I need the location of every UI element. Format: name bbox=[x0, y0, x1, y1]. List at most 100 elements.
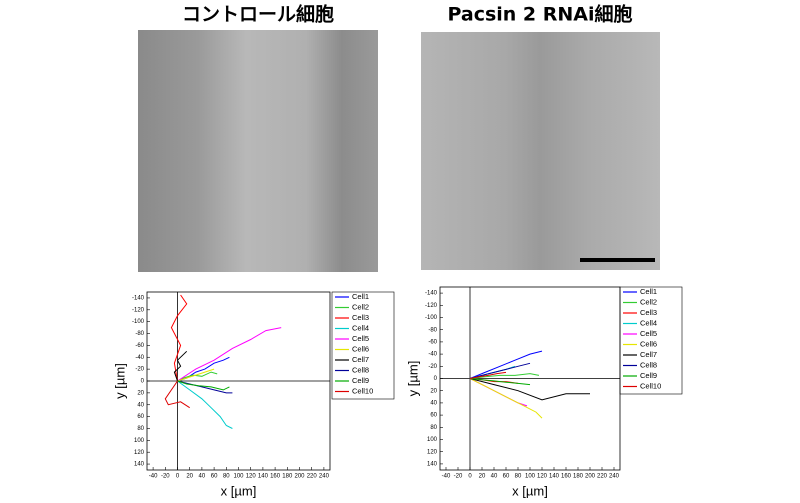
x-tick-label: 120 bbox=[537, 474, 548, 480]
x-tick-label: -20 bbox=[161, 474, 170, 480]
trajectory bbox=[170, 294, 188, 382]
x-tick-label: 0 bbox=[176, 474, 180, 480]
trajectory bbox=[177, 371, 218, 382]
y-tick-label: -20 bbox=[135, 367, 144, 373]
legend-label: Cell10 bbox=[352, 386, 373, 395]
panel-title: Pacsin 2 RNAi細胞 bbox=[447, 3, 632, 26]
trajectory bbox=[173, 350, 188, 382]
y-tick-label: 40 bbox=[137, 402, 144, 408]
y-tick-label: 80 bbox=[137, 426, 144, 432]
x-tick-label: -20 bbox=[454, 474, 463, 480]
x-tick-label: 200 bbox=[585, 474, 596, 480]
plots: コントロール細胞-40 -20 0 20 40 60 80 100 120 140 160 180 20… bbox=[112, 3, 683, 498]
y-axis-label: y [µm] bbox=[112, 363, 127, 399]
trajectory bbox=[469, 378, 531, 386]
y-tick-label: 20 bbox=[430, 388, 437, 394]
legend-label: Cell5 bbox=[352, 334, 369, 343]
legend-label: Cell6 bbox=[352, 344, 369, 353]
x-tick-label: 60 bbox=[211, 474, 218, 480]
x-tick-label: 20 bbox=[186, 474, 193, 480]
trajectory bbox=[177, 380, 233, 429]
legend-frame bbox=[331, 291, 395, 400]
legend-label: Cell3 bbox=[640, 308, 657, 317]
trajectory bbox=[164, 380, 190, 409]
x-tick-label: 240 bbox=[609, 474, 620, 480]
legend-label: Cell7 bbox=[640, 350, 657, 359]
y-tick-label: 60 bbox=[430, 413, 437, 419]
x-axis-label: x [µm] bbox=[221, 483, 257, 498]
x-tick-label: 220 bbox=[307, 474, 318, 480]
x-tick-label: 140 bbox=[549, 474, 560, 480]
trajectory bbox=[469, 378, 543, 419]
x-tick-label: 0 bbox=[468, 474, 472, 480]
legend-frame bbox=[619, 286, 683, 395]
legend-label: Cell6 bbox=[640, 339, 657, 348]
y-tick-label: 80 bbox=[430, 425, 437, 431]
trajectory bbox=[469, 371, 507, 379]
y-tick-label: 60 bbox=[137, 414, 144, 420]
x-tick-label: 140 bbox=[258, 474, 269, 480]
x-tick-label: 20 bbox=[479, 474, 486, 480]
y-tick-label: 100 bbox=[134, 438, 145, 444]
y-tick-label: -40 bbox=[135, 355, 144, 361]
x-tick-label: 120 bbox=[246, 474, 257, 480]
y-tick-label: 0 bbox=[141, 379, 145, 385]
x-tick-label: -40 bbox=[149, 474, 158, 480]
legend-label: Cell2 bbox=[352, 302, 369, 311]
trajectory bbox=[177, 380, 233, 394]
x-tick-label: 220 bbox=[597, 474, 608, 480]
x-tick-label: 40 bbox=[491, 474, 498, 480]
x-tick-label: 100 bbox=[525, 474, 536, 480]
legend-label: Cell10 bbox=[640, 381, 661, 390]
trajectory bbox=[469, 378, 590, 401]
y-tick-label: -100 bbox=[425, 315, 438, 321]
trajectory bbox=[177, 368, 215, 382]
y-tick-label: -20 bbox=[428, 364, 437, 370]
trajectory bbox=[469, 373, 540, 379]
y-tick-label: 140 bbox=[134, 462, 145, 468]
legend-label: Cell3 bbox=[352, 313, 369, 322]
legend-label: Cell8 bbox=[640, 360, 657, 369]
y-tick-label: 120 bbox=[427, 449, 438, 455]
y-tick-label: 120 bbox=[134, 450, 145, 456]
trajectory bbox=[469, 350, 543, 379]
y-tick-label: 0 bbox=[434, 376, 438, 382]
x-tick-label: 200 bbox=[294, 474, 305, 480]
x-tick-label: 180 bbox=[573, 474, 584, 480]
trajectory bbox=[177, 327, 282, 382]
legend-label: Cell9 bbox=[352, 376, 369, 385]
legend-label: Cell7 bbox=[352, 355, 369, 364]
legend-label: Cell2 bbox=[640, 297, 657, 306]
y-tick-label: -80 bbox=[135, 331, 144, 337]
micrograph bbox=[421, 32, 660, 270]
y-tick-label: 20 bbox=[137, 390, 144, 396]
y-tick-label: -100 bbox=[132, 319, 145, 325]
y-tick-label: -140 bbox=[132, 296, 145, 302]
trajectory bbox=[177, 380, 230, 391]
y-tick-label: -40 bbox=[428, 352, 437, 358]
x-tick-label: 160 bbox=[561, 474, 572, 480]
y-tick-label: 100 bbox=[427, 437, 438, 443]
x-axis-label: x [µm] bbox=[512, 483, 548, 498]
y-tick-label: -120 bbox=[132, 307, 145, 313]
legend-label: Cell8 bbox=[352, 365, 369, 374]
micrograph bbox=[138, 30, 378, 272]
x-tick-label: 180 bbox=[282, 474, 293, 480]
x-tick-label: 40 bbox=[199, 474, 206, 480]
legend-label: Cell5 bbox=[640, 329, 657, 338]
y-tick-label: 40 bbox=[430, 400, 437, 406]
y-tick-label: -120 bbox=[425, 303, 438, 309]
x-tick-label: 240 bbox=[319, 474, 330, 480]
legend-label: Cell9 bbox=[640, 371, 657, 380]
y-tick-label: -60 bbox=[428, 339, 437, 345]
legend-label: Cell4 bbox=[640, 318, 657, 327]
panel-title: コントロール細胞 bbox=[182, 3, 334, 26]
legend-label: Cell4 bbox=[352, 323, 369, 332]
x-tick-label: -40 bbox=[442, 474, 451, 480]
x-tick-label: 60 bbox=[503, 474, 510, 480]
y-tick-label: -80 bbox=[428, 327, 437, 333]
x-tick-label: 100 bbox=[233, 474, 244, 480]
y-tick-label: -60 bbox=[135, 343, 144, 349]
y-tick-label: 140 bbox=[427, 461, 438, 467]
